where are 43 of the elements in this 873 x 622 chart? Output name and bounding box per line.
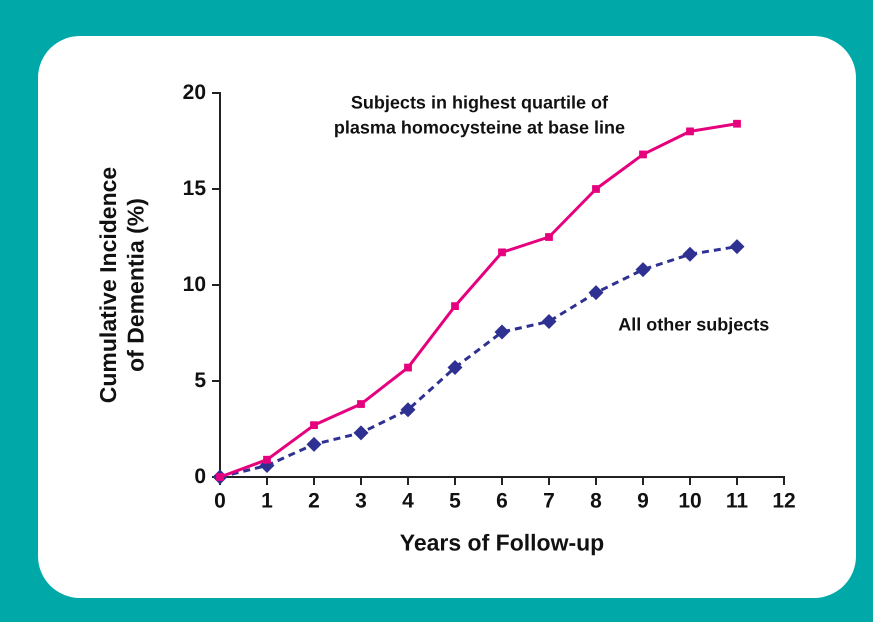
point <box>545 233 553 241</box>
y-tick-label: 20 <box>182 80 206 104</box>
point <box>682 246 698 262</box>
x-tick-label: 0 <box>214 489 226 512</box>
annotation: All other subjects <box>618 314 770 334</box>
point <box>451 302 459 310</box>
x-tick-label: 1 <box>261 489 274 512</box>
x-tick-label: 5 <box>449 489 462 512</box>
point <box>498 248 506 256</box>
x-tick-label: 7 <box>543 489 555 512</box>
point <box>354 425 368 440</box>
x-tick-label: 3 <box>355 489 367 512</box>
x-tick-label: 11 <box>726 489 748 512</box>
x-tick-label: 6 <box>496 489 508 512</box>
point <box>306 436 322 452</box>
point <box>639 150 647 158</box>
point <box>448 360 462 376</box>
point <box>357 400 365 408</box>
point <box>636 262 650 278</box>
point <box>733 120 741 128</box>
point <box>263 456 271 464</box>
point <box>542 314 556 329</box>
y-tick-label: 15 <box>182 176 206 200</box>
point <box>686 128 694 136</box>
point <box>310 421 318 430</box>
point <box>730 239 744 254</box>
x-axis-title: Years of Follow-up <box>400 530 604 556</box>
point <box>592 185 600 193</box>
x-tick-label: 12 <box>772 489 796 512</box>
annotation: Subjects in highest quartile of plasma homocysteine at base line <box>334 92 626 138</box>
y-tick-label: 10 <box>182 272 206 296</box>
x-tick-label: 10 <box>678 489 702 512</box>
y-tick-label: 5 <box>194 368 206 392</box>
point <box>400 402 416 418</box>
x-tick-label: 9 <box>637 489 649 512</box>
y-axis-title: Cumulative Incidence of Dementia (%) <box>95 166 149 404</box>
x-tick-label: 2 <box>308 489 320 512</box>
y-tick-label: 0 <box>194 464 206 488</box>
point <box>404 364 412 372</box>
point <box>494 324 510 340</box>
x-tick-label: 8 <box>590 489 602 512</box>
point <box>588 285 604 300</box>
x-tick-label: 4 <box>402 489 414 512</box>
